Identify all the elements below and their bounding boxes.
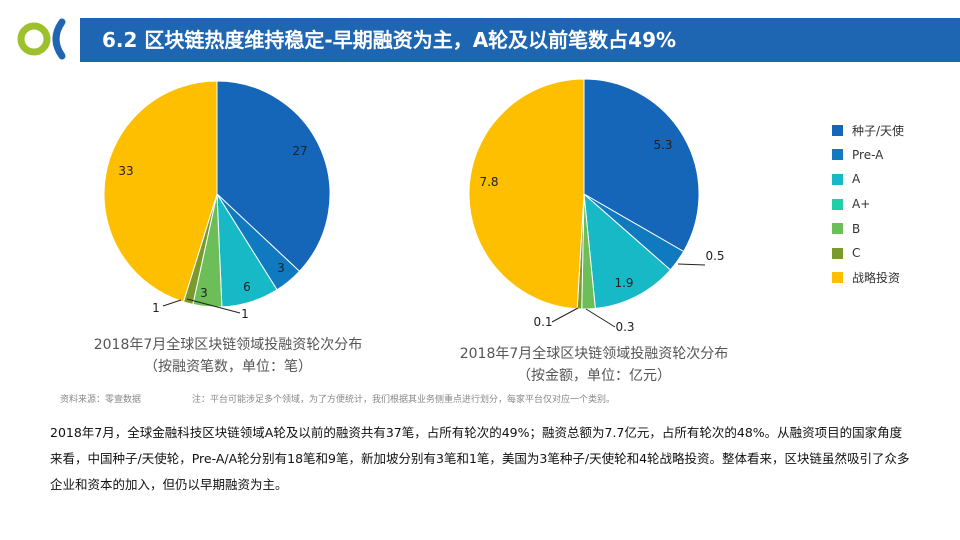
pie1-data-label-slice: 27 bbox=[292, 144, 307, 158]
legend-swatch bbox=[832, 124, 843, 136]
summary-paragraph: 2018年7月，全球金融科技区块链领域A轮及以前的融资共有37笔，占所有轮次的4… bbox=[50, 425, 910, 492]
legend-label: B bbox=[852, 221, 861, 236]
source-text: 资料来源：零壹数据 bbox=[60, 395, 142, 405]
legend-item-a: A bbox=[832, 167, 904, 192]
pie2-leader-line bbox=[551, 307, 579, 323]
chart-legend: 种子/天使 Pre-A A A+ B C 战略投资 bbox=[832, 118, 904, 290]
brand-logo bbox=[17, 18, 66, 60]
pie2-slice-slice bbox=[583, 78, 700, 253]
pie2-data-label-slice: 7.8 bbox=[479, 175, 498, 189]
legend-label: C bbox=[852, 246, 861, 261]
legend-swatch bbox=[832, 198, 843, 210]
pie1-leader-line bbox=[186, 298, 241, 314]
legend-swatch bbox=[832, 173, 843, 185]
pie1-caption-line1: 2018年7月全球区块链领域投融资轮次分布 bbox=[94, 336, 363, 353]
pie1-caption-line2: （按融资笔数，单位：笔） bbox=[144, 359, 312, 375]
legend-item-slice: 种子/天使 bbox=[832, 118, 904, 143]
page-title: 6.2 区块链热度维持稳定-早期融资为主，A轮及以前笔数占49% bbox=[102, 28, 677, 52]
legend-item-a: A+ bbox=[832, 192, 904, 217]
pie2-data-label-slice: 5.3 bbox=[653, 138, 672, 152]
legend-swatch bbox=[832, 247, 843, 259]
pie1-data-label-a: 6 bbox=[243, 280, 251, 294]
pie1-data-label-extra: 1 bbox=[152, 301, 160, 315]
pie1-data-label-slice: 33 bbox=[118, 164, 133, 178]
note-text: 注：平台可能涉足多个领域，为了方便统计，我们根据其业务侧重点进行划分，每家平台仅… bbox=[192, 395, 616, 405]
pie2-leader-line bbox=[585, 308, 616, 328]
pie2-caption-line2: （按金额，单位：亿元） bbox=[517, 368, 671, 384]
legend-item-slice: 战略投资 bbox=[832, 266, 904, 291]
pie2-data-label-pre-a: 0.5 bbox=[705, 249, 724, 263]
legend-item-b: B bbox=[832, 216, 904, 241]
legend-swatch bbox=[832, 272, 843, 284]
pie1-data-label-pre-a: 3 bbox=[277, 261, 285, 275]
legend-label: 种子/天使 bbox=[852, 123, 905, 138]
pie-chart-by-amount: 5.3 0.5 1.9 0.3 0.1 7.8 bbox=[468, 78, 725, 334]
legend-label: A bbox=[852, 172, 861, 187]
pie2-data-label-a: 1.9 bbox=[614, 276, 633, 290]
legend-item-c: C bbox=[832, 241, 904, 266]
pie2-slice-a bbox=[583, 192, 672, 309]
legend-item-pre-a: Pre-A bbox=[832, 143, 904, 168]
pie-chart-by-count: 27 3 6 3 1 33 1 bbox=[103, 80, 331, 321]
legend-label: 战略投资 bbox=[852, 271, 901, 286]
legend-label: Pre-A bbox=[852, 147, 884, 162]
pie1-slice-slice bbox=[216, 80, 331, 272]
pie2-leader-line bbox=[677, 263, 706, 266]
pie2-caption-line1: 2018年7月全球区块链领域投融资轮次分布 bbox=[460, 345, 729, 362]
pie2-data-label-c: 0.1 bbox=[533, 315, 552, 329]
pie1-data-label-c: 1 bbox=[241, 307, 249, 321]
pie1-data-label-b: 3 bbox=[200, 286, 208, 300]
pie2-data-label-b: 0.3 bbox=[615, 320, 634, 334]
legend-label: A+ bbox=[852, 197, 871, 212]
legend-swatch bbox=[832, 149, 843, 161]
pie1-leader-line bbox=[162, 299, 182, 307]
header-bar: 6.2 区块链热度维持稳定-早期融资为主，A轮及以前笔数占49% bbox=[80, 18, 960, 62]
legend-swatch bbox=[832, 223, 843, 235]
pie1-slice-slice bbox=[103, 80, 218, 303]
pie2-slice-slice bbox=[468, 78, 585, 310]
